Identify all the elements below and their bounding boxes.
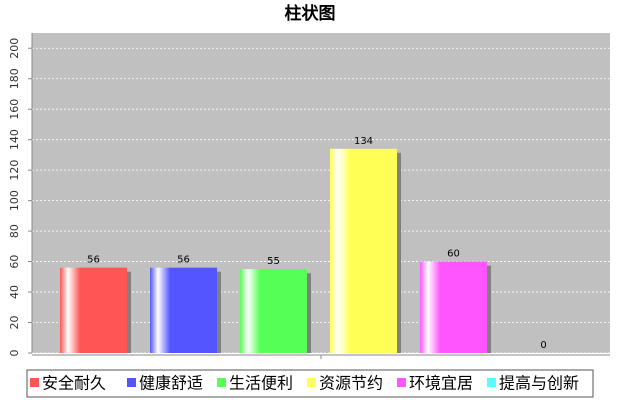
value-label: 55 <box>267 256 280 267</box>
y-tick-label: 60 <box>8 255 21 269</box>
y-tick-label: 200 <box>8 38 21 59</box>
value-label: 56 <box>87 255 100 266</box>
legend-swatch <box>397 378 406 387</box>
y-tick-label: 180 <box>8 68 21 89</box>
y-tick-label: 40 <box>8 285 21 299</box>
value-label: 134 <box>354 136 373 147</box>
chart-title: 柱状图 <box>285 3 336 24</box>
legend-label: 提高与创新 <box>499 374 579 393</box>
bar <box>60 267 127 353</box>
legend-swatch <box>487 378 496 387</box>
legend-label: 资源节约 <box>319 374 383 393</box>
legend-swatch <box>127 378 136 387</box>
legend-label: 安全耐久 <box>42 374 106 393</box>
bar <box>240 269 307 353</box>
y-tick-label: 80 <box>8 224 21 238</box>
legend-label: 生活便利 <box>229 374 293 393</box>
y-tick-label: 120 <box>8 160 21 181</box>
bar <box>150 267 217 353</box>
value-label: 56 <box>177 255 190 266</box>
legend-label: 环境宜居 <box>409 374 473 393</box>
bar <box>420 261 487 353</box>
legend-swatch <box>30 378 39 387</box>
y-tick-label: 0 <box>8 350 21 357</box>
y-tick-label: 20 <box>8 316 21 330</box>
y-tick-label: 100 <box>8 190 21 211</box>
value-label: 0 <box>540 340 546 351</box>
bar <box>330 148 397 353</box>
legend-swatch <box>307 378 316 387</box>
legend-box <box>26 369 594 398</box>
value-label: 60 <box>447 249 460 260</box>
legend-swatch <box>217 378 226 387</box>
y-tick-label: 140 <box>8 129 21 150</box>
legend-label: 健康舒适 <box>139 374 203 393</box>
y-tick-label: 160 <box>8 99 21 120</box>
